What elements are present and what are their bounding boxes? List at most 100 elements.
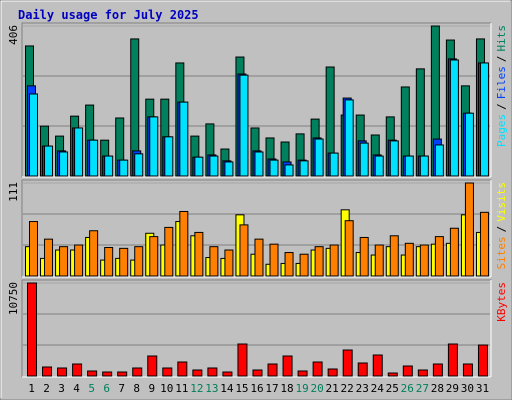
x-tick-label: 9 [148,382,155,395]
bar [342,349,353,377]
bar [104,247,114,277]
x-tick-label: 27 [416,382,429,395]
bar [117,371,128,377]
bar [359,236,369,277]
bar [29,93,38,177]
bar [89,230,99,277]
bar [389,235,399,277]
bar [387,372,398,377]
plot-area [21,279,492,378]
legend: Pages / Files / Hits [495,25,508,147]
x-tick-label: 11 [175,382,188,395]
x-tick-label: 25 [386,382,399,395]
bar [119,159,129,177]
bar [389,140,399,177]
bar [132,367,143,377]
legend-entry: Files [495,66,508,99]
legend-separator: / [495,226,508,233]
bar [254,151,264,177]
bar [44,145,54,177]
bar [89,139,99,177]
bar [314,246,324,277]
bar [74,244,84,277]
legend-separator: / [495,56,508,63]
bar [179,101,189,177]
bar [104,155,114,177]
bar [239,74,249,177]
y-max-label: 10750 [7,282,20,315]
x-tick-label: 13 [205,382,218,395]
bar [27,282,37,377]
x-tick-label: 28 [431,382,444,395]
y-max-label: 406 [7,25,20,45]
x-tick-label: 26 [401,382,414,395]
bar [74,127,84,177]
bar [222,371,233,377]
bar [269,159,279,177]
bar [357,362,368,377]
legend-separator: / [495,103,508,110]
legend-entry: Pages [495,114,508,147]
bar [404,242,414,277]
bar [29,221,38,277]
bar [464,182,474,277]
bar [177,361,188,377]
bar [209,155,219,177]
bar [72,363,83,377]
bar [59,246,69,277]
bar [147,355,158,377]
legend: Sites / Visits [495,182,508,270]
x-tick-label: 10 [160,382,173,395]
bar [449,227,459,277]
x-tick-label: 7 [118,382,125,395]
x-tick-label: 22 [341,382,354,395]
bar [269,243,279,277]
x-tick-label: 24 [371,382,385,395]
bar [237,343,248,377]
bar [447,343,458,377]
bar [432,363,443,377]
bar [44,238,54,277]
x-tick-label: 30 [461,382,474,395]
y-max-label: 111 [7,182,20,202]
bar [87,370,98,377]
bar [372,354,383,377]
bar [479,62,489,177]
legend-entry: KBytes [495,282,508,322]
x-tick-label: 2 [43,382,50,395]
legend-entry: Visits [495,182,508,222]
x-tick-label: 31 [476,382,489,395]
bar [179,210,189,277]
bar [224,161,234,177]
bar [267,363,278,377]
bar [57,367,68,377]
bar [297,370,308,377]
bar [207,367,218,377]
x-tick-label: 21 [326,382,339,395]
bar [417,369,428,377]
x-tick-label: 23 [356,382,369,395]
bar [149,116,159,177]
bar [134,246,144,277]
bar [164,226,174,277]
x-tick-label: 8 [133,382,140,395]
x-tick-label: 16 [250,382,263,395]
x-tick-label: 29 [446,382,459,395]
bar [209,246,219,277]
bar [374,155,384,177]
x-tick-label: 6 [103,382,110,395]
bar [239,224,249,277]
bar [402,365,413,377]
bar [59,151,69,177]
bar [404,155,414,177]
x-tick-label: 17 [265,382,278,395]
bar [344,99,354,177]
bar [42,366,53,377]
bar [329,244,339,277]
bar [299,253,309,277]
bar [314,138,324,177]
legend-entry: Sites [495,236,508,269]
bar [449,59,459,177]
x-tick-label: 5 [88,382,95,395]
bar [119,247,129,277]
